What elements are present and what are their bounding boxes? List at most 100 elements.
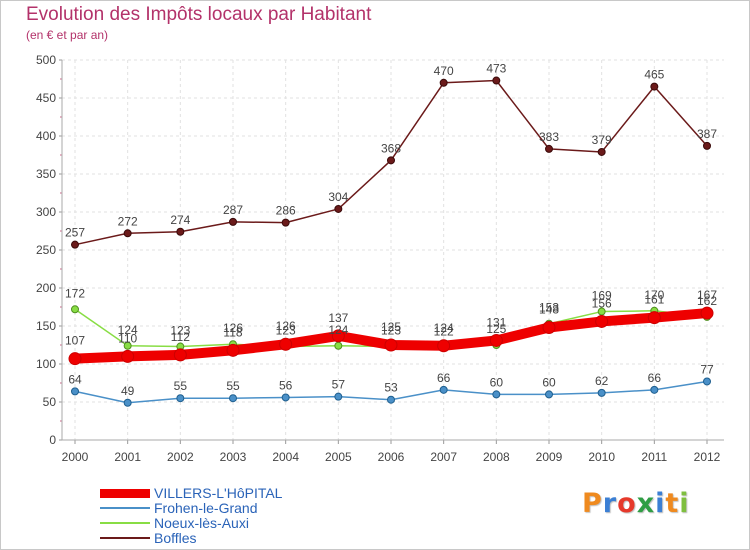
data-label: 169 [592,289,612,303]
series-point-3 [703,141,711,150]
series-point-1 [492,390,501,399]
series-point-3 [281,218,290,227]
series-point-2 [334,341,343,350]
legend-label-villers: VILLERS-L'HôPITAL [154,485,283,501]
data-label: 148 [539,303,559,317]
series-point-0 [331,329,345,343]
data-label: 56 [279,378,293,392]
data-label: 379 [592,133,612,147]
data-label: 53 [384,381,398,395]
y-tick-label: 0 [49,433,56,447]
series-point-0 [173,348,187,362]
data-label: 122 [434,324,454,338]
y-tick-label: 150 [36,319,56,333]
series-point-0 [384,338,398,352]
data-label: 286 [276,204,296,218]
data-label: 304 [328,190,348,204]
data-label: 125 [381,320,401,334]
data-label: 257 [65,226,85,240]
x-tick-label: 2012 [694,450,721,464]
series-point-1 [387,395,395,404]
series-point-1 [281,393,290,402]
series-point-0 [437,339,451,353]
series-point-1 [71,387,79,396]
data-label: 118 [223,325,242,339]
y-tick-label: 300 [36,205,56,219]
data-label: 55 [226,379,240,393]
y-tick-label: 200 [36,281,56,295]
data-label: 112 [171,330,190,344]
data-label: 161 [644,293,664,307]
y-tick-label: 250 [36,243,56,257]
series-point-0 [700,306,714,320]
series-point-0 [68,352,82,366]
data-label: 55 [174,379,188,393]
data-label: 287 [223,203,243,217]
series-point-3 [439,78,448,87]
series-point-1 [123,398,132,407]
logo-letter: t [665,488,680,519]
data-label: 123 [381,324,401,338]
data-label: 473 [486,62,506,76]
series-point-0 [279,337,293,351]
y-tick-label: 500 [36,53,56,67]
series-point-1 [545,390,553,399]
x-tick-label: 2007 [430,450,457,464]
data-label: 62 [595,374,609,388]
x-tick-label: 2006 [378,450,405,464]
legend-label-frohen: Frohen-le-Grand [154,500,258,516]
data-label: 124 [118,323,138,337]
data-label: 274 [170,213,190,227]
y-tick-label: 400 [36,129,56,143]
data-label: 125 [486,322,506,336]
data-label: 156 [592,296,612,310]
series-point-1 [703,377,711,386]
series-point-3 [597,147,606,156]
x-tick-label: 2011 [641,450,667,464]
data-label: 272 [118,214,138,228]
series-point-1 [439,385,448,394]
x-tick-label: 2009 [536,450,563,464]
series-point-2 [123,341,132,350]
data-label: 368 [381,141,401,155]
series-point-0 [595,314,609,328]
data-label: 124 [434,321,454,335]
data-label: 162 [697,294,717,308]
logo-letter: i [655,488,666,519]
data-label: 49 [121,384,135,398]
series-point-3 [71,240,79,249]
data-label: 126 [223,321,243,335]
data-label: 57 [332,378,346,392]
x-tick-label: 2003 [220,450,247,464]
series-point-0 [647,311,661,325]
legend-label-boffles: Boffles [154,530,197,546]
y-tick-label: 50 [43,395,57,409]
legend-swatch-noeux [100,522,150,524]
x-tick-label: 2002 [167,450,194,464]
data-label: 153 [539,301,559,315]
logo-letter: P [582,488,603,519]
series-point-1 [176,394,185,403]
legend-swatch-frohen [100,507,150,509]
series-point-1 [229,394,237,403]
data-label: 66 [648,371,662,385]
series-point-3 [334,204,343,213]
x-tick-label: 2005 [325,450,352,464]
x-tick-label: 2004 [272,450,299,464]
y-tick-label: 100 [36,357,56,371]
chart-subtitle: (en € et par an) [26,28,109,42]
data-label: 64 [68,372,82,386]
data-label: 465 [644,68,664,82]
data-label: 387 [697,127,717,141]
legend-swatch-boffles [100,537,150,539]
logo-letter: i [679,488,690,519]
x-tick-label: 2000 [62,450,89,464]
logo-letter: x [636,488,656,519]
series-point-3 [492,76,501,85]
data-label: 107 [65,334,85,348]
data-label: 60 [542,375,556,389]
data-label: 167 [697,288,717,302]
data-label: 77 [700,362,714,376]
legend-label-noeux: Noeux-lès-Auxi [154,515,249,531]
